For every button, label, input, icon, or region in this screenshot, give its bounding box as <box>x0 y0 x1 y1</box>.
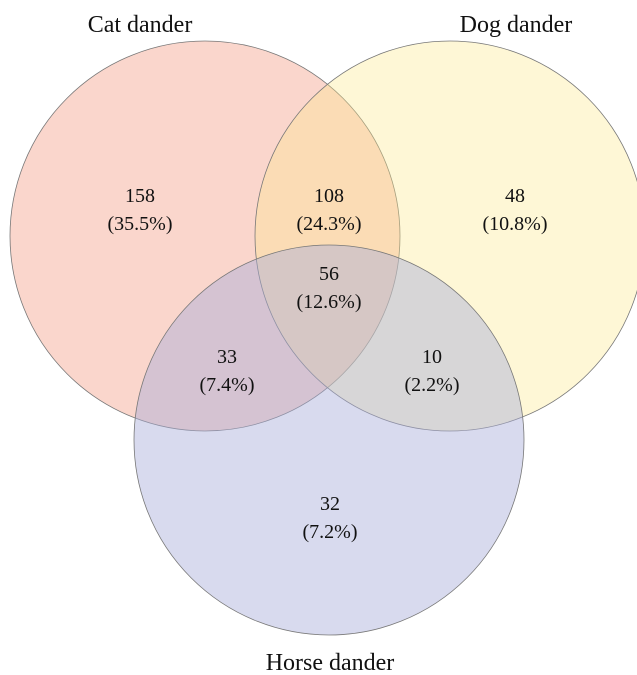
dog-dander-circle <box>254 40 637 432</box>
cat-dog-count: 108 <box>314 185 344 207</box>
all-three-count: 56 <box>319 263 339 285</box>
dog-only-percent: (10.8%) <box>483 213 548 235</box>
horse-only-count: 32 <box>320 493 340 515</box>
cat-horse-percent: (7.4%) <box>200 374 255 396</box>
cat-dander-circle <box>9 40 401 432</box>
all-three-percent: (12.6%) <box>297 291 362 313</box>
dog-only-count: 48 <box>505 185 525 207</box>
horse-only-percent: (7.2%) <box>303 521 358 543</box>
cat-dander-label: Cat dander <box>88 12 193 38</box>
horse-dander-circle <box>133 244 525 636</box>
dog-dander-label: Dog dander <box>460 12 573 38</box>
cat-horse-count: 33 <box>217 346 237 368</box>
horse-dander-label: Horse dander <box>266 650 395 675</box>
cat-only-count: 158 <box>125 185 155 207</box>
dog-horse-count: 10 <box>422 346 442 368</box>
dog-horse-percent: (2.2%) <box>405 374 460 396</box>
cat-only-percent: (35.5%) <box>108 213 173 235</box>
cat-dog-percent: (24.3%) <box>297 213 362 235</box>
